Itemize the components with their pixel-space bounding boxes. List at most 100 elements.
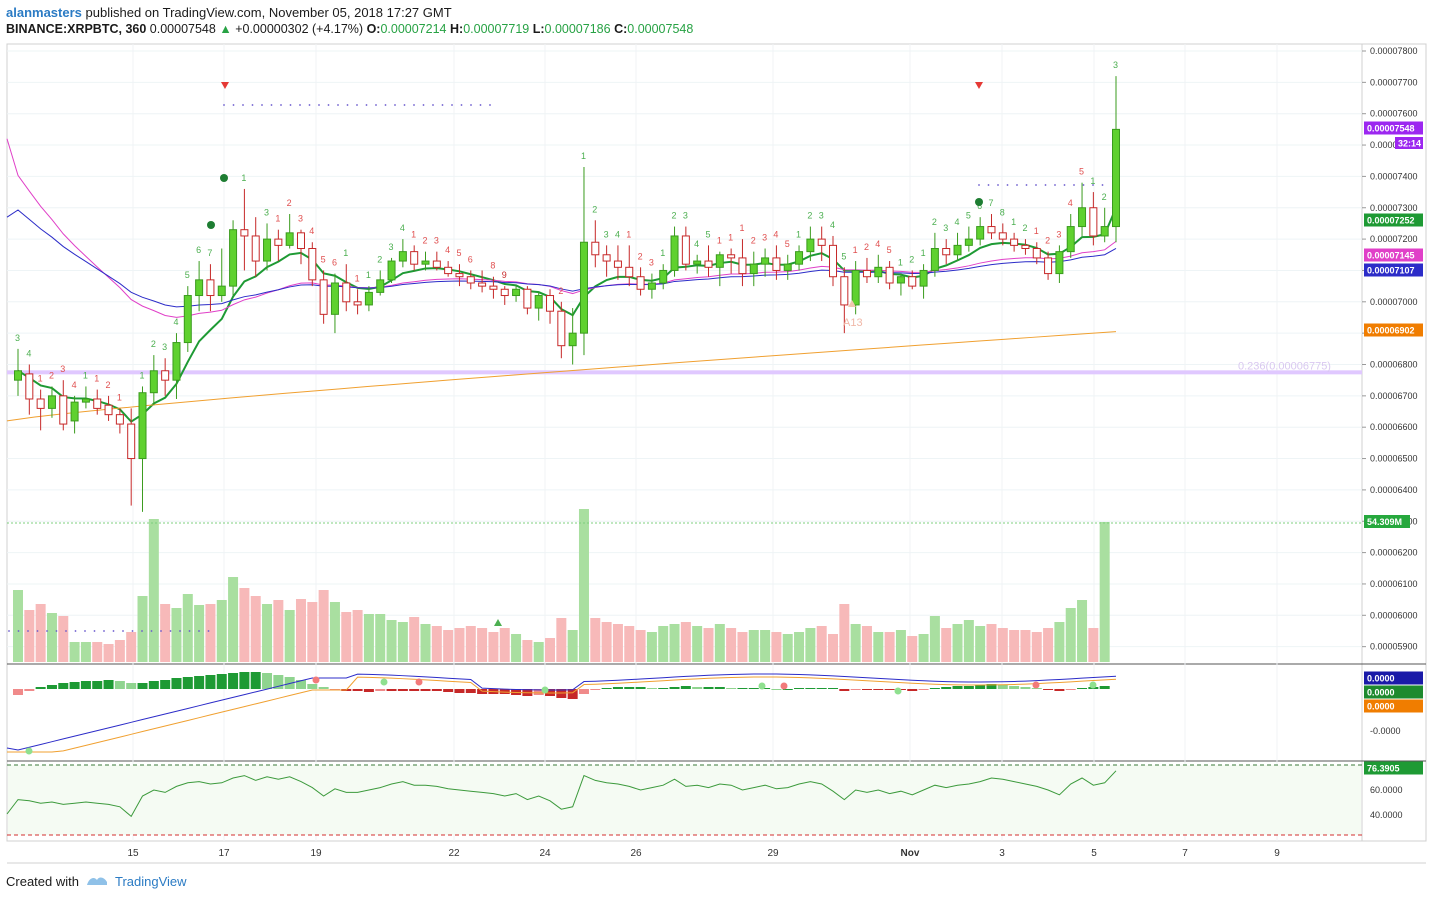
tdst-dot — [160, 630, 162, 632]
td-count-label: 2 — [909, 254, 914, 264]
rsi-value-tag-bg — [1364, 761, 1423, 775]
volume-bar — [386, 620, 397, 662]
price-tick-label: 0.00005900 — [1370, 642, 1418, 652]
macd-histogram-bar — [443, 689, 454, 692]
time-tick-label: Nov — [901, 848, 920, 859]
macd-histogram-bar — [658, 688, 669, 689]
candle-body — [840, 276, 849, 306]
price-tick-label: 0.00006000 — [1370, 610, 1418, 620]
candle-body — [772, 257, 781, 271]
td-count-label: 3 — [389, 242, 394, 252]
macd-histogram-bar — [250, 672, 261, 689]
candle-body — [1089, 207, 1098, 237]
macd-histogram-bar — [929, 688, 940, 689]
volume-bar — [375, 614, 386, 662]
candle-body — [681, 235, 690, 265]
candle-body — [557, 310, 566, 347]
rsi-value-tag: 76.3905 — [1367, 764, 1400, 774]
price-tick-label: 0.00006400 — [1370, 485, 1418, 495]
td-count-label: 1 — [94, 374, 99, 384]
candle-body — [398, 251, 407, 262]
candle-body — [364, 291, 373, 306]
macd-histogram-bar — [409, 689, 420, 691]
tdst-dot — [422, 104, 425, 106]
volume-bar — [669, 624, 680, 662]
td-count-label: 6 — [332, 258, 337, 268]
td-count-label: 4 — [400, 223, 405, 233]
rsi-band — [8, 765, 1361, 835]
macd-histogram-bar — [578, 689, 589, 694]
tdst-dot — [1082, 184, 1085, 186]
volume-bar — [692, 626, 703, 662]
tdst-dot — [451, 104, 453, 106]
macd-histogram-bar — [805, 688, 816, 689]
author-name[interactable]: alanmasters — [6, 5, 82, 20]
ma-blue-tag-bg — [1364, 263, 1423, 277]
td-count-label: 2 — [807, 211, 812, 221]
macd-histogram-bar — [669, 687, 680, 689]
macd-histogram-bar — [986, 684, 997, 689]
tdst-dot — [169, 630, 172, 632]
volume-bar — [477, 628, 488, 662]
last-price-tag-bg — [1364, 121, 1423, 135]
tdst-dot — [207, 630, 210, 632]
candle-body — [546, 295, 555, 312]
td-count-label: 4 — [615, 229, 620, 239]
volume-bar — [726, 628, 737, 662]
candle-body — [330, 282, 339, 315]
time-tick-label: 7 — [1182, 848, 1188, 859]
volume-bar — [1065, 608, 1076, 662]
candle-body — [25, 373, 34, 400]
candle-body — [1055, 251, 1064, 275]
macd-histogram-bar — [24, 689, 35, 691]
macd-histogram-bar — [148, 681, 159, 689]
volume-bar — [567, 630, 578, 662]
ohlc-line: BINANCE:XRPBTC, 360 0.00007548 ▲ +0.0000… — [6, 22, 693, 36]
volume-bar — [35, 604, 46, 662]
macd-histogram-bar — [126, 683, 137, 689]
time-tick-label: 5 — [1091, 848, 1097, 859]
candle-body — [172, 342, 181, 381]
tdst-dot — [1092, 184, 1094, 186]
candle-body — [1078, 207, 1087, 228]
time-tick-label: 24 — [539, 848, 551, 859]
time-tick-label: 26 — [630, 848, 642, 859]
tdst-dot — [337, 104, 339, 106]
ma-blue-tag: 0.00007107 — [1367, 266, 1415, 276]
candle-body — [1032, 248, 1041, 259]
macd-histogram-bar — [703, 687, 714, 689]
candle-body — [217, 285, 226, 297]
macd-histogram-bar — [194, 676, 205, 689]
td-count-label: 2 — [592, 204, 597, 214]
candle-body — [342, 282, 351, 303]
low-value: 0.00007186 — [544, 22, 611, 36]
cross-marker-icon — [780, 682, 788, 690]
macd-histogram-bar — [1020, 687, 1031, 689]
cross-marker-icon — [1032, 681, 1040, 689]
volume-bar — [431, 626, 442, 662]
candle-body — [296, 232, 305, 250]
macd-histogram-bar — [963, 686, 974, 689]
time-tick-label: 19 — [310, 848, 322, 859]
tradingview-link[interactable]: TradingView — [114, 874, 187, 889]
macd-histogram-bar — [782, 689, 793, 690]
tdst-dot — [36, 630, 39, 632]
macd-histogram-bar — [295, 680, 306, 689]
macd-histogram-bar — [92, 681, 103, 689]
tdst-dot — [65, 630, 67, 632]
candle-body — [727, 254, 736, 259]
last-price: 0.00007548 — [149, 22, 216, 36]
ma-pink-tag-bg — [1364, 248, 1423, 262]
macd-histogram-bar — [228, 673, 239, 689]
price-axis: 0.00007800 0.00007700 0.00007600 0.00007500… — [1362, 46, 1423, 820]
td-count-label: 1 — [581, 151, 586, 161]
close-label: C: — [614, 22, 628, 36]
volume-bar — [511, 634, 522, 662]
volume-bar — [171, 608, 182, 662]
tradingview-logo-icon — [85, 873, 109, 890]
macd-histogram-bar — [284, 677, 295, 689]
candle-body — [512, 288, 521, 297]
tdst-dot — [394, 104, 396, 106]
candle-body — [115, 414, 124, 425]
